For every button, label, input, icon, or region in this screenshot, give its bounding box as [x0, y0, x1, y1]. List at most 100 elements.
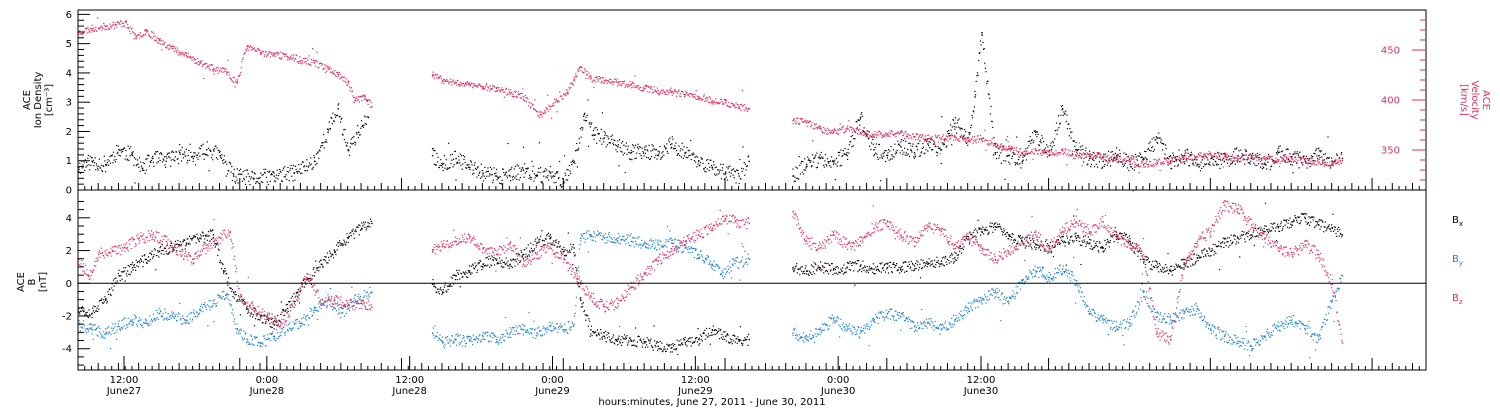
data-point: [1055, 153, 1058, 155]
data-point: [225, 160, 227, 162]
data-point: [189, 56, 191, 58]
data-point: [296, 292, 298, 294]
data-point: [582, 306, 584, 308]
data-point: [945, 138, 947, 140]
data-point: [1187, 152, 1189, 154]
data-point: [154, 248, 156, 250]
data-point: [860, 133, 862, 135]
data-point: [363, 124, 365, 126]
data-point: [1116, 156, 1118, 158]
data-point: [1100, 157, 1102, 160]
data-point: [1003, 148, 1005, 150]
data-point: [894, 133, 896, 136]
data-point: [1130, 157, 1132, 159]
data-point: [1132, 190, 1134, 192]
data-point: [325, 256, 327, 258]
data-point: [270, 51, 272, 53]
data-point: [908, 142, 910, 144]
data-point: [511, 166, 513, 168]
data-point: [1052, 154, 1054, 156]
data-point: [603, 137, 606, 139]
data-point: [1111, 159, 1113, 162]
data-point: [607, 136, 609, 138]
data-point: [1010, 149, 1012, 152]
data-point: [1223, 153, 1225, 155]
data-point: [636, 152, 638, 154]
data-point: [1127, 155, 1129, 157]
data-point: [511, 176, 513, 178]
data-point: [575, 270, 577, 272]
data-point: [1141, 156, 1143, 158]
data-point: [1163, 143, 1165, 145]
data-point: [875, 152, 877, 154]
data-point: [449, 166, 451, 169]
data-point: [958, 138, 960, 140]
data-point: [715, 174, 717, 177]
data-point: [105, 163, 107, 166]
data-point: [1142, 157, 1145, 160]
data-point: [241, 61, 243, 63]
data-point: [443, 82, 445, 84]
data-point: [109, 293, 112, 295]
data-point: [719, 169, 721, 171]
data-point: [443, 155, 445, 157]
data-point: [460, 81, 462, 84]
data-point: [1136, 164, 1138, 166]
data-point: [199, 148, 202, 150]
data-point: [438, 167, 440, 169]
data-point: [1271, 165, 1273, 167]
data-point: [445, 80, 447, 82]
data-point: [964, 128, 966, 131]
data-point: [257, 178, 259, 180]
data-point: [464, 156, 466, 158]
data-point: [119, 279, 121, 282]
data-point: [188, 159, 191, 161]
data-point: [915, 139, 917, 141]
data-point: [1316, 160, 1319, 162]
data-point: [138, 260, 140, 262]
data-point: [169, 251, 171, 253]
data-point: [1332, 165, 1335, 167]
data-point: [433, 283, 435, 285]
data-point: [1217, 164, 1219, 166]
data-point: [736, 107, 738, 109]
data-point: [1240, 149, 1242, 151]
data-point: [552, 176, 554, 178]
data-point: [715, 101, 717, 103]
data-point: [1250, 155, 1252, 157]
data-point: [221, 268, 223, 270]
data-point: [292, 57, 294, 59]
data-point: [1253, 158, 1255, 160]
data-point: [984, 129, 986, 131]
data-point: [461, 84, 463, 86]
data-point: [1208, 150, 1210, 153]
data-point: [131, 263, 133, 265]
data-point: [442, 166, 444, 168]
data-point: [125, 22, 127, 24]
data-point: [481, 269, 483, 271]
data-point: [679, 93, 681, 95]
data-point: [236, 168, 238, 170]
data-point: [831, 129, 833, 131]
data-point: [152, 155, 154, 157]
data-point: [490, 88, 492, 90]
data-point: [150, 161, 152, 164]
data-point: [828, 162, 830, 164]
data-point: [812, 127, 814, 129]
data-point: [976, 138, 978, 140]
data-point: [229, 77, 231, 79]
data-point: [900, 139, 903, 141]
data-point: [702, 162, 704, 164]
data-point: [225, 175, 227, 177]
data-point: [514, 96, 516, 98]
data-point: [825, 130, 827, 132]
data-point: [1267, 153, 1270, 156]
data-point: [140, 161, 142, 163]
data-point: [1187, 149, 1189, 151]
data-point: [255, 318, 257, 320]
data-point: [94, 306, 96, 308]
data-point: [513, 259, 515, 261]
data-point: [463, 272, 465, 274]
data-point: [79, 310, 81, 313]
data-point: [878, 131, 880, 133]
